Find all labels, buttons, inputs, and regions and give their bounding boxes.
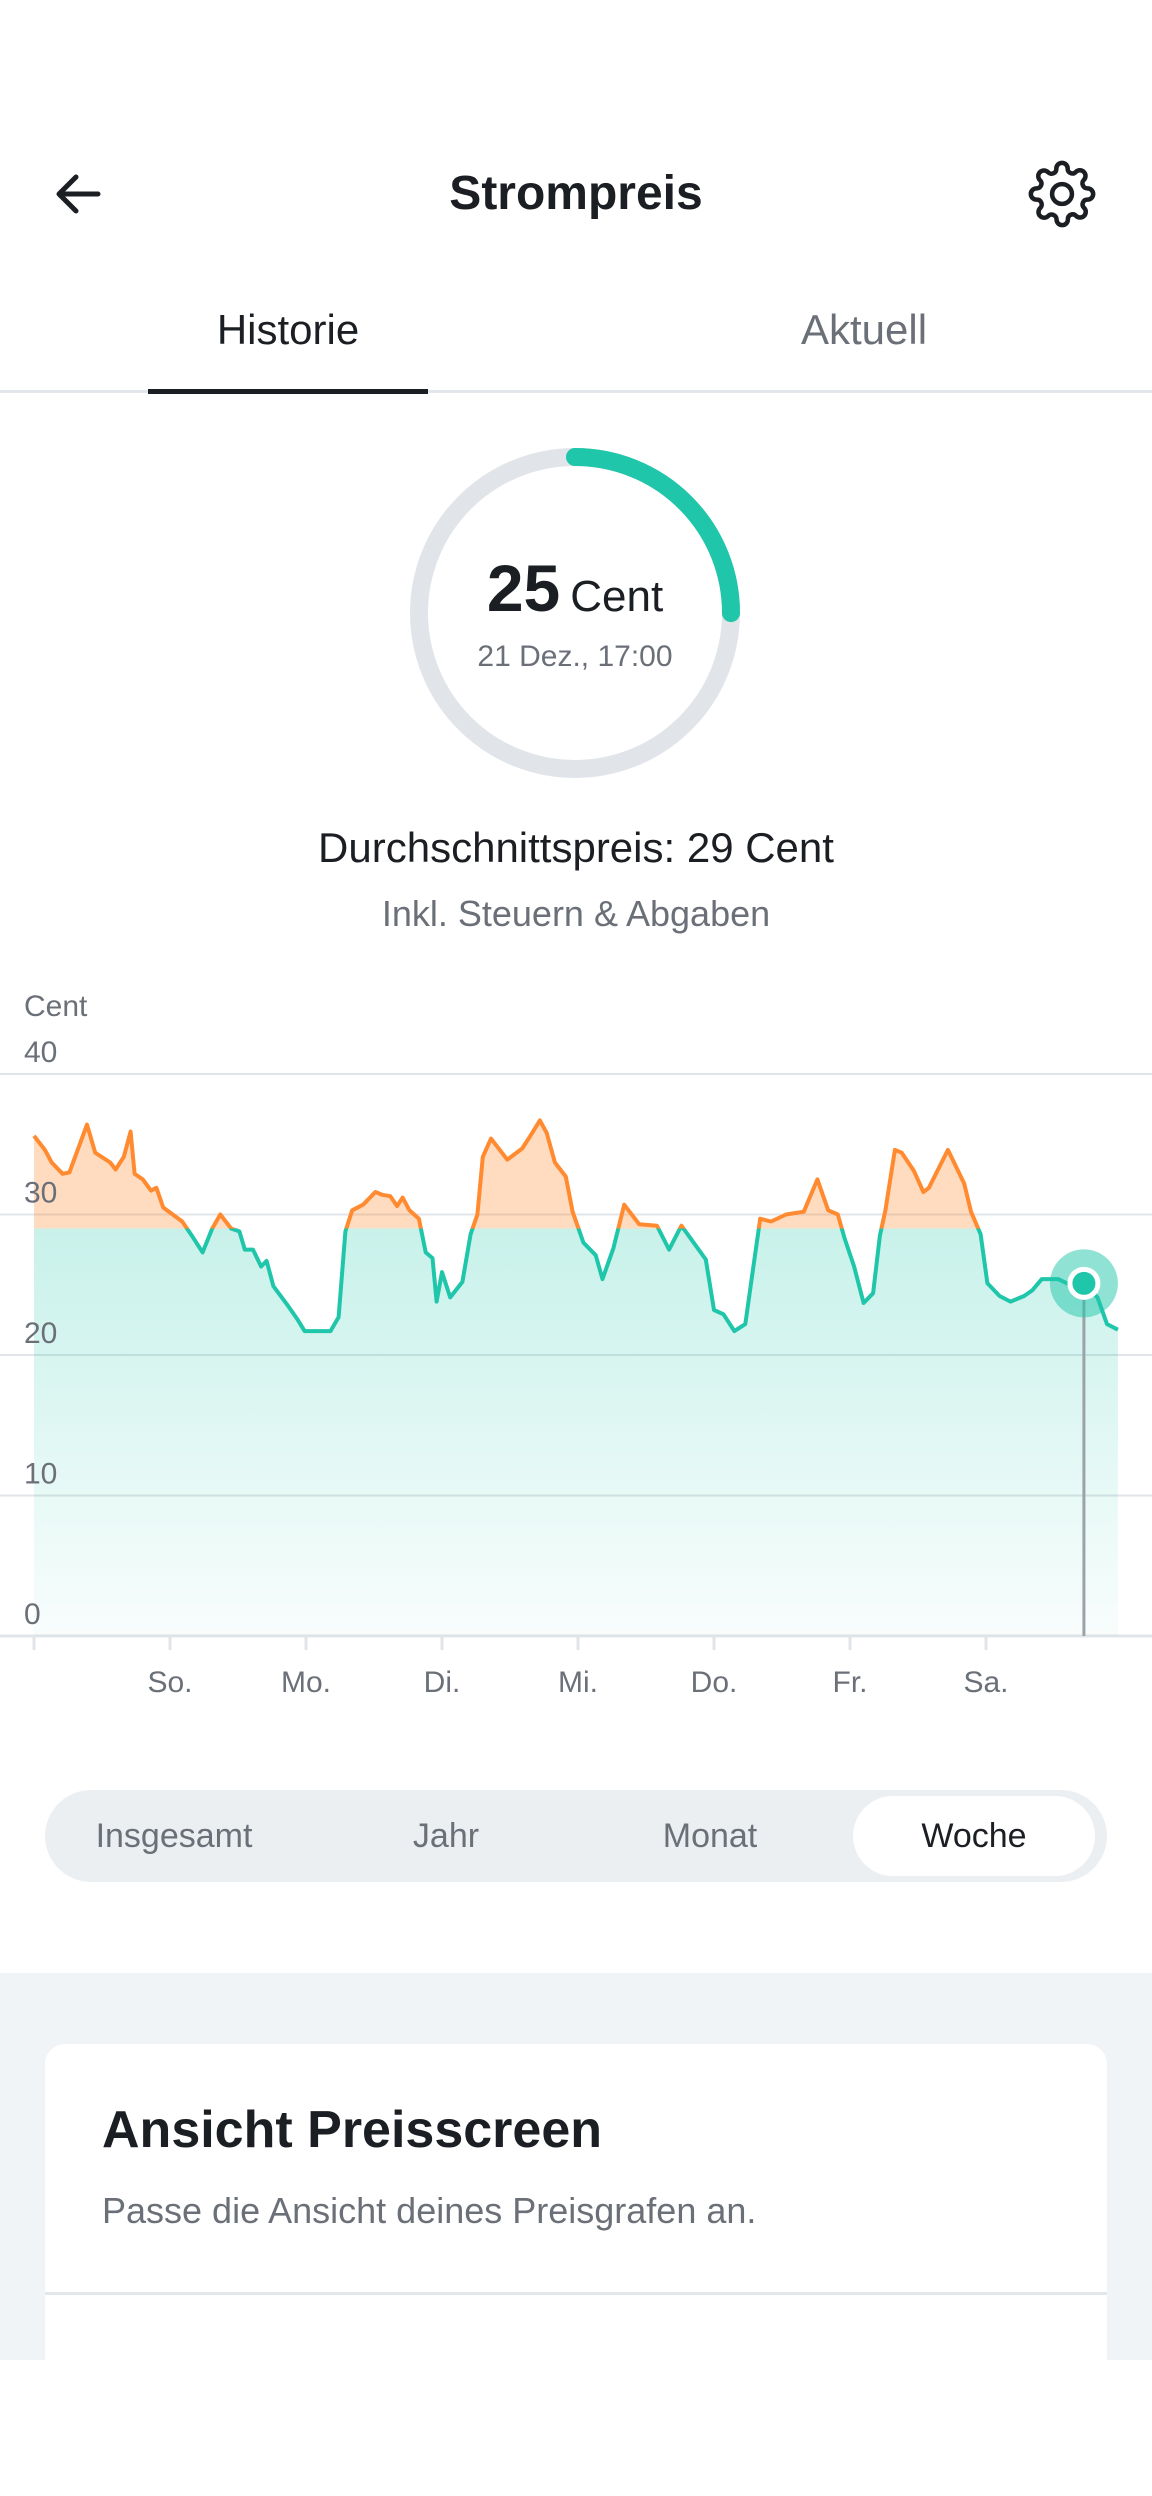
current-price-value: 25 xyxy=(486,551,561,625)
x-tick-label: Di. xyxy=(424,1666,461,1699)
x-tick-label: Mi. xyxy=(558,1666,598,1699)
period-monat[interactable]: Monat xyxy=(662,1817,758,1855)
y-tick-label: 10 xyxy=(24,1458,57,1491)
settings-button[interactable] xyxy=(1028,160,1096,228)
card-title: Ansicht Preisscreen xyxy=(102,2101,603,2159)
x-tick-label: Sa. xyxy=(963,1666,1008,1699)
card-divider xyxy=(45,2292,1107,2295)
period-insgesamt[interactable]: Insgesamt xyxy=(95,1817,253,1855)
period-jahr[interactable]: Jahr xyxy=(412,1817,480,1855)
x-tick-label: Fr. xyxy=(833,1666,868,1699)
arrow-left-icon xyxy=(56,174,101,214)
current-price-unit: Cent xyxy=(570,572,664,621)
card-subtitle: Passe die Ansicht deines Preisgrafen an. xyxy=(102,2190,757,2231)
back-button[interactable] xyxy=(48,164,108,224)
price-gauge xyxy=(410,448,740,778)
tab-aktuell[interactable]: Aktuell xyxy=(800,306,928,353)
period-woche[interactable]: Woche xyxy=(853,1796,1095,1876)
y-tick-label: 40 xyxy=(24,1036,57,1069)
x-tick-label: So. xyxy=(147,1666,192,1699)
gauge-fill xyxy=(410,448,740,778)
gear-icon xyxy=(1028,160,1096,228)
tab-divider xyxy=(0,390,1152,393)
current-price: 25 Cent xyxy=(405,550,745,626)
active-tab-indicator xyxy=(148,389,428,394)
y-tick-label: 0 xyxy=(24,1598,41,1631)
x-tick-label: Do. xyxy=(691,1666,738,1699)
period-selector: Insgesamt Jahr Monat Woche xyxy=(45,1790,1107,1882)
average-price: Durchschnittspreis: 29 Cent xyxy=(318,824,834,871)
y-tick-label: 20 xyxy=(24,1317,57,1350)
current-price-date: 21 Dez., 17:00 xyxy=(477,640,673,673)
y-tick-label: 30 xyxy=(24,1177,57,1210)
price-chart[interactable]: 0 10 20 30 40 Cent So. Mo. Di. Mi. Do. Fr. Sa. xyxy=(0,980,1152,1720)
tax-note: Inkl. Steuern & Abgaben xyxy=(381,893,771,934)
area-below-average xyxy=(34,1228,1118,1636)
view-settings-card xyxy=(45,2044,1107,2360)
area-above-average xyxy=(34,1120,979,1229)
page-title: Strompreis xyxy=(449,167,703,220)
y-axis-label: Cent xyxy=(24,990,88,1023)
price-line-below-average xyxy=(184,1228,1119,1334)
price-line-above-average xyxy=(32,1118,981,1229)
selected-point xyxy=(1067,1266,1101,1300)
x-tick-label: Mo. xyxy=(281,1666,331,1699)
tab-historie[interactable]: Historie xyxy=(216,306,360,353)
